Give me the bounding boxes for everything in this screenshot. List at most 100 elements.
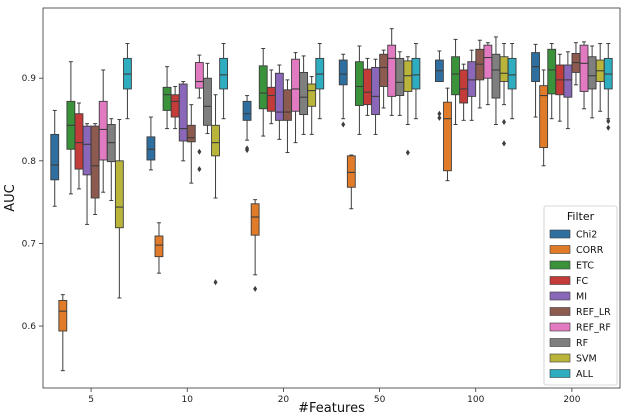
box-all-10 — [219, 43, 229, 120]
box-body — [395, 57, 405, 97]
outlier-point — [341, 121, 346, 128]
box-body — [387, 44, 397, 97]
outlier-point — [606, 124, 611, 131]
box-svm-200 — [595, 43, 605, 112]
box-chi2-200 — [531, 43, 540, 118]
box-rf-100 — [491, 36, 501, 125]
legend-swatch — [549, 353, 571, 363]
box-svm-50 — [403, 56, 413, 156]
box-body — [146, 136, 156, 161]
box-corr-20 — [250, 199, 260, 292]
box-body — [467, 61, 477, 97]
legend-item-all: ALL — [549, 369, 594, 380]
box-fc-20 — [266, 69, 276, 125]
outlier-point — [253, 285, 258, 292]
box-body — [483, 44, 493, 79]
box-ref-lr-200 — [571, 42, 581, 86]
box-body — [346, 155, 356, 188]
x-tick-label: 50 — [374, 395, 386, 405]
legend: Filter Chi2 CORR ETC FC MI REF_LR REF_RF RF SVM A… — [543, 205, 618, 386]
box-etc-100 — [451, 38, 460, 125]
y-tick-label: 0.6 — [22, 322, 37, 332]
legend-item-mi: MI — [549, 291, 587, 303]
box-fc-10 — [170, 85, 180, 130]
box-svm-100 — [499, 43, 509, 147]
x-tick-label: 100 — [467, 395, 484, 405]
box-body — [274, 72, 284, 121]
legend-swatch — [549, 291, 571, 301]
box-chi2-10 — [146, 116, 156, 171]
plot-area — [50, 28, 613, 372]
axes-frame — [42, 7, 621, 389]
y-axis-label: AUC — [3, 184, 18, 212]
box-body — [186, 124, 196, 143]
box-corr-5 — [58, 294, 68, 372]
legend-swatch — [549, 307, 571, 316]
box-body — [170, 94, 180, 118]
legend-swatch — [549, 276, 571, 285]
box-body — [194, 62, 204, 89]
outlier-point — [502, 140, 507, 147]
x-tick-label: 200 — [563, 395, 580, 405]
outlier-point — [245, 147, 250, 154]
box-corr-10 — [154, 222, 164, 274]
legend-item-rf: RF — [549, 338, 588, 349]
box-etc-20 — [258, 47, 268, 137]
y-tick-label: 0.9 — [22, 74, 37, 84]
box-ref-lr-10 — [186, 104, 196, 184]
legend-swatch — [549, 369, 571, 378]
box-ref-rf-50 — [387, 28, 397, 116]
box-ref-lr-100 — [475, 39, 485, 109]
legend-item-svm: SVM — [549, 353, 597, 365]
legend-label: CORR — [576, 245, 604, 256]
legend-swatch — [549, 322, 571, 332]
outlier-point — [213, 279, 218, 286]
box-mi-20 — [274, 64, 284, 140]
box-body — [363, 68, 372, 106]
box-body — [58, 299, 68, 332]
box-body — [491, 53, 501, 99]
y-tick-label: 0.7 — [22, 239, 36, 249]
box-etc-10 — [162, 66, 172, 130]
box-body — [338, 59, 348, 86]
box-body — [98, 100, 108, 161]
legend-label: MI — [576, 292, 587, 303]
box-all-200 — [603, 43, 613, 131]
box-svm-20 — [307, 76, 317, 135]
box-chi2-100 — [434, 50, 444, 121]
box-body — [499, 56, 509, 82]
legend-label: SVM — [576, 354, 597, 365]
y-tick-label: 0.8 — [22, 157, 37, 167]
box-mi-100 — [467, 49, 477, 121]
box-svm-10 — [211, 94, 220, 286]
legend-title: Filter — [567, 210, 595, 223]
box-body — [579, 44, 589, 92]
outlier-point — [405, 149, 410, 156]
outlier-point — [437, 114, 442, 121]
legend-label: Chi2 — [576, 230, 597, 241]
box-ref-rf-100 — [483, 42, 493, 106]
box-body — [371, 67, 380, 116]
x-axis-ticks: 5 10 20 50 100 200 — [88, 388, 581, 405]
box-etc-200 — [547, 43, 557, 120]
legend-label: REF_LR — [576, 307, 611, 318]
box-body — [250, 203, 260, 236]
legend-item-corr: CORR — [549, 245, 604, 256]
legend-label: REF_RF — [576, 323, 611, 334]
legend-item-etc: ETC — [549, 261, 594, 272]
box-body — [563, 64, 573, 98]
box-chi2-50 — [338, 53, 348, 128]
box-body — [90, 125, 100, 199]
outlier-point — [606, 118, 611, 125]
legend-item-fc: FC — [549, 276, 588, 287]
box-body — [411, 57, 421, 90]
box-corr-50 — [346, 154, 356, 210]
y-axis-ticks: 0.6 0.7 0.8 0.9 — [22, 74, 43, 332]
outlier-point — [437, 110, 442, 117]
box-chi2-20 — [242, 95, 252, 154]
box-rf-200 — [587, 45, 597, 119]
box-body — [219, 57, 229, 90]
box-body — [114, 160, 124, 229]
legend-label: FC — [576, 276, 588, 287]
